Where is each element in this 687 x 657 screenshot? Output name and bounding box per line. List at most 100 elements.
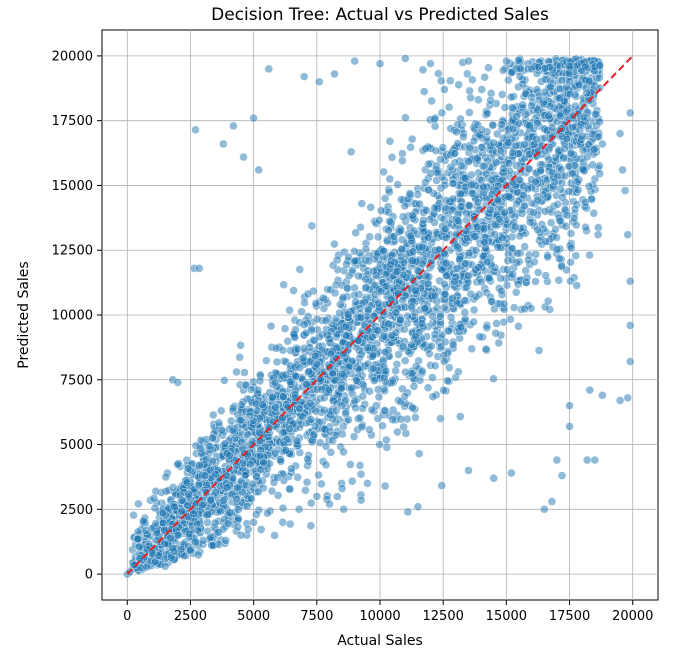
data-point xyxy=(567,243,576,253)
data-point xyxy=(168,483,178,492)
data-point xyxy=(467,344,476,353)
data-point xyxy=(442,259,451,268)
data-point xyxy=(249,518,258,527)
data-point xyxy=(408,403,417,413)
data-point xyxy=(303,289,313,299)
data-point xyxy=(469,317,478,327)
data-point xyxy=(581,62,590,72)
data-point xyxy=(507,92,516,102)
data-point xyxy=(465,86,474,96)
data-point xyxy=(477,277,486,287)
data-point xyxy=(373,326,382,335)
data-point xyxy=(206,533,215,542)
data-point xyxy=(173,378,183,387)
data-point xyxy=(533,225,542,235)
data-point xyxy=(364,256,374,266)
data-point xyxy=(491,329,500,338)
data-point xyxy=(233,522,243,532)
data-point xyxy=(391,308,400,317)
data-point xyxy=(370,376,379,385)
data-point xyxy=(264,64,273,74)
data-point xyxy=(382,435,391,445)
data-point xyxy=(515,175,525,185)
data-point xyxy=(417,242,427,252)
data-point xyxy=(531,177,540,187)
data-point xyxy=(332,406,341,415)
data-point xyxy=(186,546,195,555)
data-point xyxy=(234,505,243,514)
data-point xyxy=(426,59,435,68)
data-point xyxy=(526,218,535,227)
data-point xyxy=(584,182,594,191)
data-point xyxy=(306,415,316,424)
data-point xyxy=(437,76,446,86)
data-point xyxy=(531,250,540,259)
data-point xyxy=(351,403,360,413)
data-point xyxy=(355,461,365,470)
data-point xyxy=(222,483,232,492)
x-tick-label: 10000 xyxy=(359,609,400,624)
data-point xyxy=(508,103,517,112)
y-tick-label: 10000 xyxy=(52,309,93,324)
data-point xyxy=(158,518,168,528)
data-point xyxy=(279,392,288,401)
data-point xyxy=(520,201,529,211)
data-point xyxy=(465,108,474,117)
data-point xyxy=(469,136,479,146)
data-point xyxy=(456,412,465,421)
data-point xyxy=(341,322,351,331)
data-point xyxy=(441,337,450,347)
data-point xyxy=(583,455,592,465)
data-point xyxy=(438,143,448,152)
x-tick-label: 17500 xyxy=(549,609,590,624)
data-point xyxy=(591,109,600,119)
data-point xyxy=(350,283,359,292)
data-point xyxy=(534,268,543,277)
data-point xyxy=(581,198,590,207)
data-point xyxy=(400,325,409,334)
data-point xyxy=(551,224,560,234)
data-point xyxy=(285,484,294,494)
data-point xyxy=(183,501,192,510)
data-point xyxy=(428,312,437,321)
data-point xyxy=(237,438,246,447)
data-point xyxy=(499,66,508,75)
data-point xyxy=(553,200,562,209)
data-point xyxy=(298,412,307,422)
y-tick-label: 2500 xyxy=(60,503,93,518)
data-point xyxy=(365,387,374,396)
data-point xyxy=(338,293,348,302)
data-point xyxy=(436,414,445,423)
data-point xyxy=(291,372,300,381)
data-point xyxy=(563,211,572,220)
data-point xyxy=(139,516,148,525)
data-point xyxy=(211,470,220,479)
data-point xyxy=(535,95,544,105)
data-point xyxy=(179,488,189,497)
data-point xyxy=(453,139,462,148)
data-point xyxy=(557,76,567,85)
data-point xyxy=(240,368,249,377)
data-point xyxy=(502,281,512,290)
data-point xyxy=(430,291,440,300)
data-point xyxy=(532,134,541,144)
data-point xyxy=(475,332,484,341)
data-point xyxy=(512,161,521,170)
data-point xyxy=(306,399,315,408)
data-point xyxy=(443,376,452,385)
data-point xyxy=(317,479,326,489)
data-point xyxy=(270,531,279,540)
data-point xyxy=(385,174,394,184)
data-point xyxy=(507,68,516,78)
data-point xyxy=(598,139,607,149)
data-point xyxy=(598,391,607,400)
data-point xyxy=(512,288,521,297)
data-point xyxy=(365,425,374,434)
data-point xyxy=(570,204,580,214)
data-point xyxy=(430,203,439,213)
data-point xyxy=(240,471,250,480)
data-point xyxy=(499,299,509,308)
data-point xyxy=(557,471,567,480)
data-point xyxy=(301,486,310,495)
